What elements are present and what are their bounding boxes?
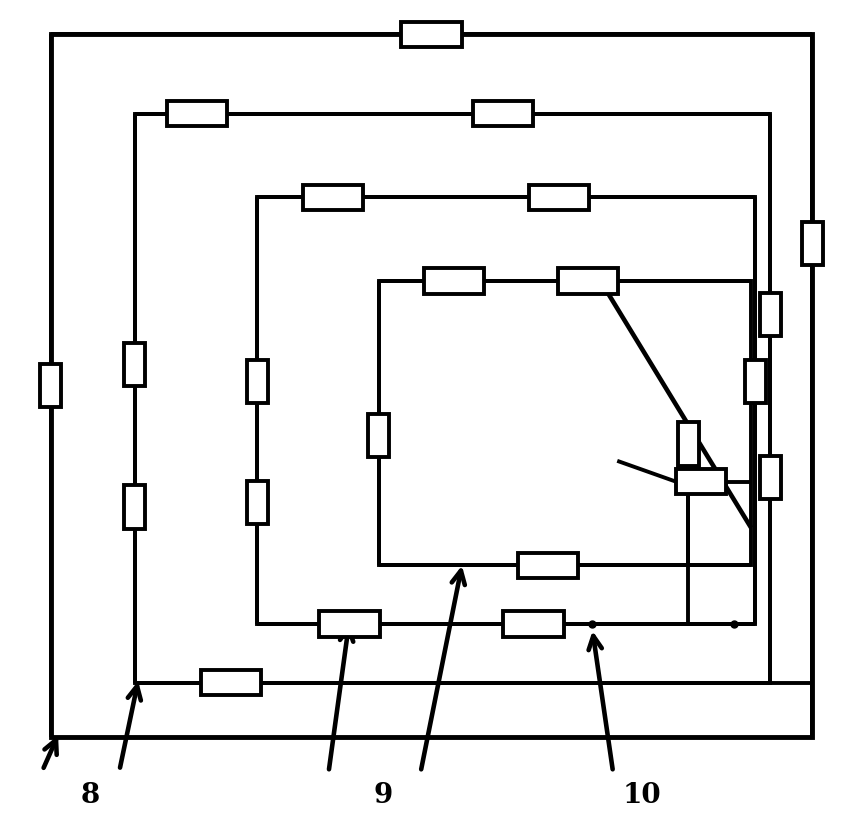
Bar [247,360,268,403]
Bar [124,343,145,386]
Bar [135,114,770,682]
Bar [760,292,781,336]
Bar [558,268,618,293]
Bar [201,670,261,695]
Bar [51,34,813,737]
Text: 9: 9 [373,782,393,809]
Bar [402,22,462,47]
Bar [247,481,268,525]
Bar [124,485,145,529]
Bar [167,101,227,127]
Bar [368,414,390,458]
Bar [504,612,564,637]
Bar [257,197,755,624]
Bar [678,422,698,466]
Bar [518,553,578,578]
Bar [378,281,751,566]
Text: 8: 8 [81,782,100,809]
Bar [760,456,781,499]
Bar [473,101,533,127]
Bar [40,364,61,407]
Bar [319,612,379,637]
Bar [801,221,823,265]
Bar [303,184,363,210]
Bar [529,184,589,210]
Bar [745,360,765,403]
Text: 10: 10 [623,782,662,809]
Bar [424,268,484,293]
Bar [676,469,726,494]
